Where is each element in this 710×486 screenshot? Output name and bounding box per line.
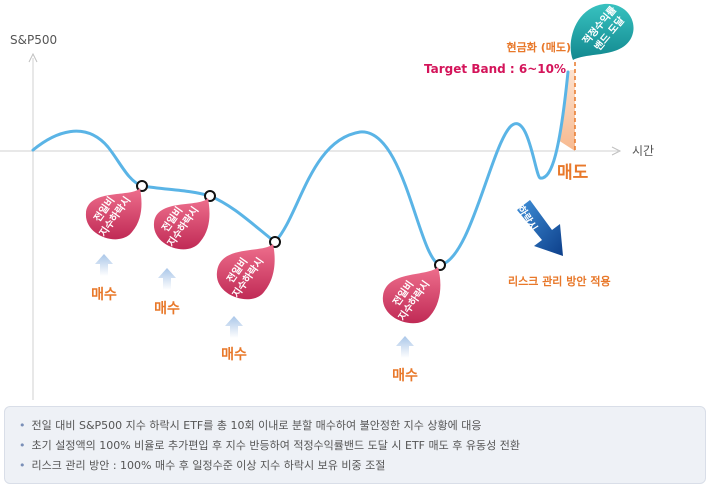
note-text: 전일 대비 S&P500 지수 하락시 ETF를 총 10회 이내로 분할 매수… [31,419,482,432]
risk-label: 리스크 관리 방안 적용 [508,274,611,288]
bullet-icon: • [19,419,26,432]
drop-marker: 전일비 지수하락시 [382,267,441,324]
note-item: • 리스크 관리 방안 : 100% 매수 후 일정수준 이상 지수 하락시 보유… [19,456,705,476]
notes-box: • 전일 대비 S&P500 지수 하락시 ETF를 총 10회 이내로 분할 매… [4,406,706,484]
sell-label: 매도 [557,163,589,183]
sell-band-fill [558,70,575,151]
buy-indicator: 매수 [154,268,180,317]
bullet-icon: • [19,459,26,472]
buy-label: 매수 [221,347,247,363]
buy-label: 매수 [91,287,117,303]
sp500-curve [31,70,570,267]
buy-indicator: 매수 [221,316,247,363]
y-axis-label: S&P500 [10,33,57,47]
buy-point-dot [204,190,216,202]
up-arrow-icon [95,254,113,276]
target-band-label: Target Band : 6~10% [424,62,566,76]
note-text: 초기 설정액의 100% 비율로 추가편입 후 지수 반등하여 적정수익률밴드 … [31,439,520,452]
buy-point-dot [136,180,148,192]
buy-label: 매수 [154,301,180,317]
up-arrow-icon [225,316,243,338]
buy-label: 매수 [392,368,418,384]
buy-indicator: 매수 [392,336,418,384]
drop-marker: 전일비 지수하락시 [216,244,275,300]
y-axis-arrow [28,52,38,63]
x-axis-arrow [611,146,622,156]
x-axis-label: 시간 [632,144,654,158]
note-text: 리스크 관리 방안 : 100% 매수 후 일정수준 이상 지수 하락시 보유 … [31,459,386,472]
drop-marker: 전일비 지수하락시 [85,188,142,240]
up-arrow-icon [158,268,176,290]
down-right-arrow-icon [517,200,563,256]
note-item: • 전일 대비 S&P500 지수 하락시 ETF를 총 10회 이내로 분할 매… [19,416,705,436]
cash-out-label: 현금화 (매도) [507,40,571,54]
drop-marker: 전일비 지수하락시 [153,198,210,250]
note-item: • 초기 설정액의 100% 비율로 추가편입 후 지수 반등하여 적정수익률밴드… [19,436,705,456]
up-arrow-icon [396,336,414,358]
target-band-marker: 적정수익률 밴드 도달 [570,3,634,60]
risk-indicator: 하락시 리스크 관리 방안 적용 [508,200,611,288]
bullet-icon: • [19,439,26,452]
buy-indicator: 매수 [91,254,117,303]
